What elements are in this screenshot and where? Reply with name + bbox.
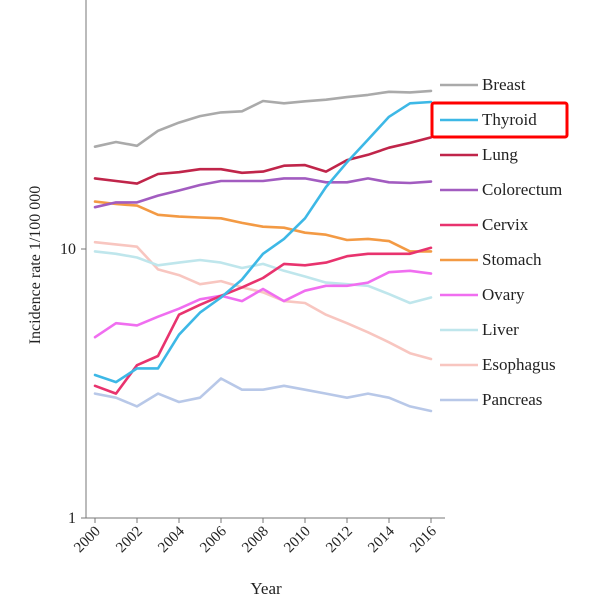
x-tick-label: 2000 [71, 524, 104, 557]
series-line-thyroid [93, 100, 433, 384]
y-tick-label: 1 [68, 510, 76, 527]
x-tick-label: 2012 [323, 524, 356, 557]
highlight-box [430, 101, 569, 139]
legend-item-thyroid: Thyroid [440, 110, 537, 129]
legend: Breast Thyroid Lung Colorectum Cervix Stomach… [430, 75, 569, 409]
legend-item-breast: Breast [440, 75, 526, 94]
x-tick-label: 2008 [239, 524, 272, 557]
legend-item-cervix: Cervix [440, 215, 529, 234]
legend-item-esophagus: Esophagus [440, 355, 556, 374]
series-line-stomach [93, 200, 433, 253]
legend-item-colorectum: Colorectum [440, 180, 562, 199]
x-axis-ticks: 2000 2002 2004 2006 2008 2010 2012 2014 2016 [71, 518, 440, 556]
x-tick-label: 2010 [281, 524, 314, 557]
plot-area [93, 89, 433, 413]
series-line-liver [93, 250, 433, 305]
legend-label: Thyroid [482, 110, 537, 129]
legend-item-liver: Liver [440, 320, 519, 339]
x-tick-label: 2016 [407, 523, 440, 556]
y-axis-ticks: 1 10 [60, 241, 86, 527]
legend-label: Lung [482, 145, 518, 164]
legend-item-pancreas: Pancreas [440, 390, 542, 409]
series-line-breast [93, 89, 433, 148]
legend-label: Breast [482, 75, 526, 94]
x-tick-label: 2002 [113, 524, 146, 557]
x-tick-label: 2006 [197, 523, 230, 556]
legend-label: Pancreas [482, 390, 542, 409]
legend-item-stomach: Stomach [440, 250, 542, 269]
y-tick-label: 10 [60, 241, 76, 258]
series-line-lung [93, 136, 433, 185]
series-line-colorectum [93, 177, 433, 209]
legend-item-lung: Lung [440, 145, 518, 164]
legend-label: Esophagus [482, 355, 556, 374]
x-axis-label: Year [250, 579, 282, 598]
series-line-cervix [93, 246, 433, 395]
x-tick-label: 2004 [155, 523, 188, 556]
legend-item-ovary: Ovary [440, 285, 525, 304]
legend-label: Cervix [482, 215, 529, 234]
legend-label: Colorectum [482, 180, 562, 199]
series-line-ovary [93, 269, 433, 339]
y-axis-label: Incidence rate 1/100 000 [27, 186, 44, 345]
x-tick-label: 2014 [365, 523, 398, 556]
legend-label: Stomach [482, 250, 542, 269]
series-line-pancreas [93, 377, 433, 413]
legend-label: Liver [482, 320, 519, 339]
legend-label: Ovary [482, 285, 525, 304]
